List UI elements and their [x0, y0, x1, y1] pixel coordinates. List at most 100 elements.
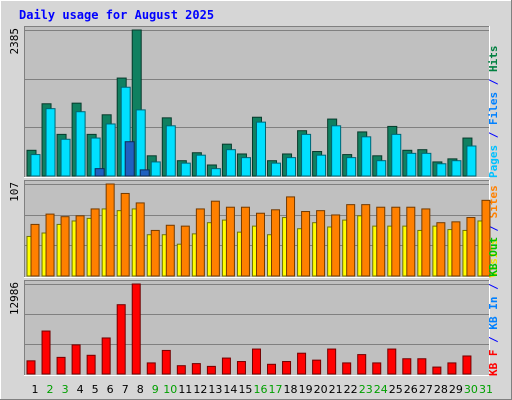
day-label: 12 [193, 383, 207, 396]
bar-files [135, 109, 146, 177]
x-axis-day-labels: 1 2 3 4 5 6 7 8 9 10 11 12 13 14 15 16 17 18 19 20 21 22 23 24 2… [32, 383, 493, 396]
bar-sites [45, 213, 55, 277]
bar-pages [139, 169, 150, 177]
bar-kb-f [26, 360, 36, 375]
bar-files [421, 152, 432, 177]
day-label: 20 [314, 383, 328, 396]
bar-files [391, 133, 402, 177]
bar-sites [466, 217, 476, 277]
day-label: 1 [32, 383, 39, 396]
bar-sites [316, 210, 326, 277]
bar-files [331, 125, 342, 177]
y-axis-max-label: 107 [8, 182, 21, 202]
bar-sites [60, 216, 70, 277]
y-axis-max-label: 2385 [8, 28, 21, 55]
bar-files [451, 160, 462, 177]
bar-sites [391, 206, 401, 277]
bar-files [240, 157, 251, 177]
day-label: 17 [269, 383, 283, 396]
day-label: 7 [122, 383, 129, 396]
bar-sites [255, 212, 265, 277]
bar-files [406, 152, 417, 177]
legend-entry: / [487, 125, 500, 145]
day-label: 24 [374, 383, 388, 396]
bar-sites [240, 206, 250, 277]
bar-kb-f [447, 362, 457, 375]
bar-kb-f [206, 365, 216, 375]
bar-sites [361, 204, 371, 277]
bar-sites [195, 208, 205, 277]
bar-files [301, 133, 312, 177]
bar-sites [346, 204, 356, 277]
bar-files [376, 160, 387, 177]
panel-1: 2385 Pages / Files / Hits [8, 26, 500, 178]
day-label: 4 [77, 383, 84, 396]
bar-kb-f [357, 354, 367, 375]
bar-kb-f [402, 358, 412, 375]
legend-entry: KB F [487, 350, 500, 377]
bar-sites [210, 200, 220, 277]
bar-files [361, 136, 372, 177]
day-label: 21 [329, 383, 343, 396]
bar-files [255, 121, 266, 177]
legend-entry: / [487, 72, 500, 92]
bar-kb-f [342, 362, 352, 375]
bar-files [210, 168, 221, 177]
day-label: 30 [464, 383, 478, 396]
day-label: 10 [163, 383, 177, 396]
bar-files [75, 111, 86, 177]
bar-sites [105, 183, 115, 277]
day-label: 23 [359, 383, 373, 396]
bar-files [225, 149, 236, 177]
bar-kb-f [146, 362, 156, 375]
day-label: 14 [223, 383, 237, 396]
bar-sites [90, 208, 100, 277]
day-label: 28 [434, 383, 448, 396]
legend-entry: Hits [487, 46, 500, 73]
legend-entry: Pages [487, 145, 500, 178]
day-label: 9 [152, 383, 159, 396]
bar-kb-f [282, 361, 292, 375]
day-label: 11 [178, 383, 192, 396]
legend-entry: KB In [487, 297, 500, 330]
bar-kb-f [432, 366, 442, 375]
bar-sites [331, 214, 341, 277]
bar-sites [180, 225, 190, 277]
bar-files [60, 138, 71, 177]
bar-files [436, 163, 447, 177]
bar-files [180, 162, 191, 177]
bar-sites [30, 223, 40, 277]
y-axis-max-label: 12986 [8, 282, 21, 315]
bar-kb-f [417, 358, 427, 375]
bar-kb-f [131, 283, 141, 375]
bar-sites [451, 221, 461, 277]
bar-sites [135, 202, 145, 277]
bar-files [105, 123, 116, 177]
bar-kb-f [56, 356, 66, 375]
legend-entry: / [487, 330, 500, 350]
bar-sites [301, 211, 311, 277]
bar-files [346, 157, 357, 177]
day-label: 27 [419, 383, 433, 396]
chart-title: Daily usage for August 2025 [19, 8, 214, 22]
day-label: 8 [137, 383, 144, 396]
bar-kb-f [312, 359, 322, 375]
day-label: 16 [253, 383, 267, 396]
bar-files [195, 154, 206, 177]
bar-files [466, 145, 477, 177]
bar-sites [75, 215, 85, 277]
day-label: 6 [107, 383, 114, 396]
bar-sites [436, 222, 446, 277]
bar-sites [481, 199, 491, 277]
bar-files [271, 162, 282, 177]
bar-sites [165, 224, 175, 277]
bar-kb-f [236, 361, 246, 375]
bar-kb-f [387, 348, 397, 375]
bar-files [286, 157, 297, 177]
legend-entry: Files [487, 92, 500, 125]
bar-files [316, 154, 327, 177]
bar-pages [124, 141, 135, 177]
legend-entry: KB Out [487, 237, 500, 277]
